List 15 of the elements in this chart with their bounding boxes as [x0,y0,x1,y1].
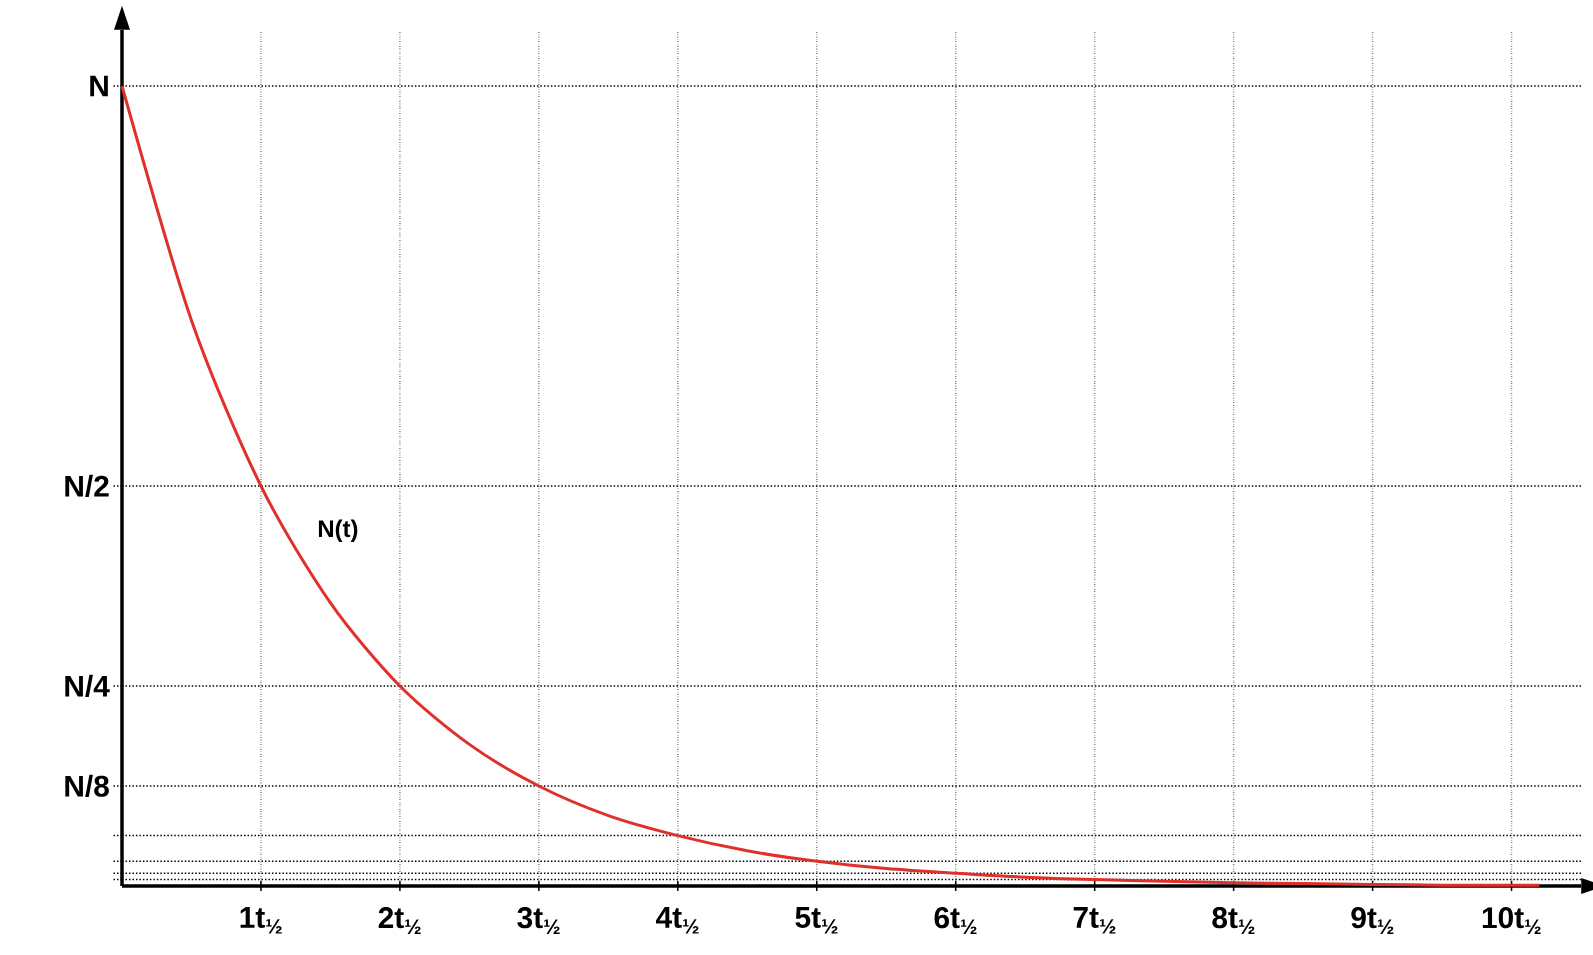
annotation: N(t) [318,519,358,542]
x-tick-label: 8t$_{½}$ [1212,907,1255,934]
ref-line-label: N/2 [65,474,109,498]
ref-line-label: N/4 [65,674,110,698]
x-tick-label: 6t$_{½}$ [934,907,977,934]
x-tick-label: 3t$_{½}$ [517,907,560,934]
ref-line-label: N [90,75,108,97]
x-tick-label: 1t$_{½}$ [240,907,282,934]
x-tick-label: 2t$_{½}$ [378,907,421,934]
x-tick-label: 10t$_{½}$ [1482,907,1541,934]
x-tick-label: 9t$_{½}$ [1351,907,1394,934]
x-tick-label: 5t$_{½}$ [795,907,838,934]
x-tick-label: 7t$_{½}$ [1073,907,1116,934]
x-tick-label: 4t$_{½}$ [656,907,699,934]
ref-line-label: N/8 [65,774,109,798]
